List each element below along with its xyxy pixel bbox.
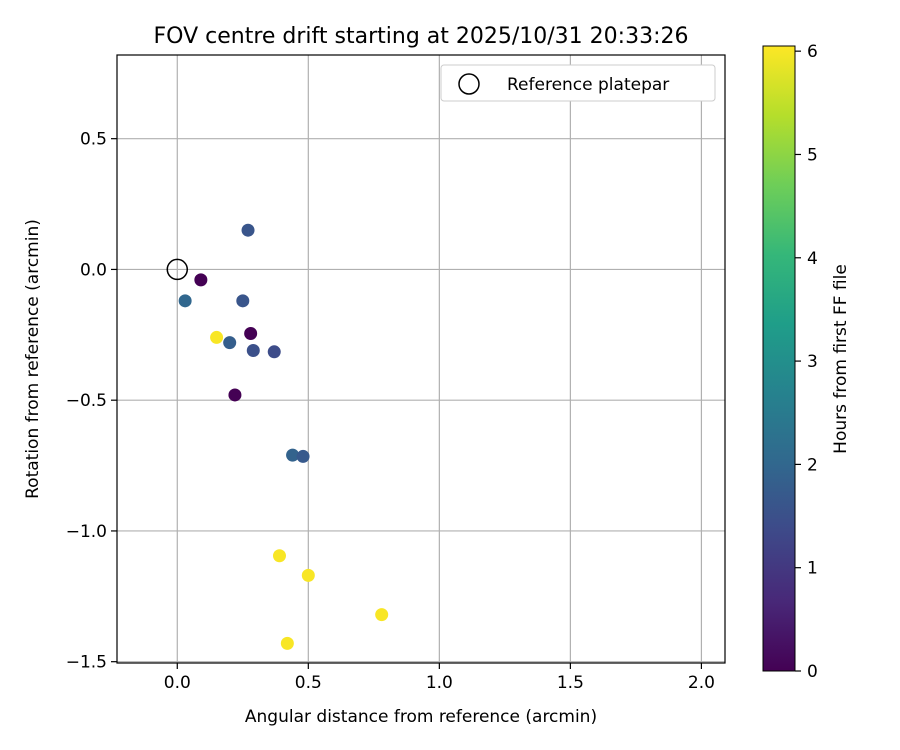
data-point <box>375 608 389 622</box>
x-tick-label: 1.5 <box>557 673 584 693</box>
data-point <box>178 294 192 308</box>
data-point <box>267 345 281 359</box>
data-point <box>244 327 258 341</box>
chart-title: FOV centre drift starting at 2025/10/31 … <box>154 24 689 49</box>
colorbar-ticks: 0 1 2 3 4 5 6 <box>795 42 818 682</box>
colorbar-tick-label: 6 <box>807 42 818 62</box>
y-tick-label: −1.0 <box>66 522 107 542</box>
legend-label-reference-platepar: Reference platepar <box>507 75 669 95</box>
colorbar-tick-label: 5 <box>807 145 818 165</box>
colorbar-tick-label: 4 <box>807 249 818 269</box>
colorbar: 0 1 2 3 4 5 6 Hours from first FF file <box>762 42 851 682</box>
x-tick-label: 2.0 <box>688 673 715 693</box>
data-points <box>166 223 389 650</box>
data-point <box>223 336 237 350</box>
data-point <box>286 448 300 462</box>
data-point <box>228 388 242 402</box>
colorbar-tick-label: 3 <box>807 352 818 372</box>
data-point <box>241 223 255 237</box>
x-tick-label: 0.0 <box>164 673 191 693</box>
reference-platepar-marker-icon <box>458 73 480 95</box>
data-point <box>246 344 260 358</box>
legend-box <box>440 64 716 102</box>
x-tick-label: 0.5 <box>295 673 322 693</box>
colorbar-tick-label: 1 <box>807 559 818 579</box>
y-axis-ticks: 0.5 0.0 −0.5 −1.0 −1.5 <box>66 130 117 673</box>
reference-platepar-point <box>166 258 189 281</box>
x-axis-ticks: 0.0 0.5 1.0 1.5 2.0 <box>164 663 715 693</box>
data-point <box>236 294 250 308</box>
y-tick-label: 0.5 <box>80 130 107 150</box>
x-axis-label: Angular distance from reference (arcmin) <box>245 707 597 727</box>
data-point <box>296 449 310 463</box>
y-axis-label: Rotation from reference (arcmin) <box>23 219 43 499</box>
y-tick-label: −0.5 <box>66 391 107 411</box>
grid <box>117 55 725 663</box>
plot-area <box>117 55 725 663</box>
colorbar-tick-label: 0 <box>807 662 818 682</box>
y-tick-label: −1.5 <box>66 653 107 673</box>
data-point <box>301 568 315 582</box>
data-point <box>272 549 286 563</box>
colorbar-tick-label: 2 <box>807 455 818 475</box>
data-point <box>280 636 294 650</box>
legend: Reference platepar <box>440 64 716 102</box>
colorbar-gradient <box>762 45 796 672</box>
data-point <box>194 273 208 287</box>
colorbar-label: Hours from first FF file <box>831 264 851 454</box>
x-tick-label: 1.0 <box>426 673 453 693</box>
data-point <box>210 330 224 344</box>
plot-frame <box>116 54 726 664</box>
y-tick-label: 0.0 <box>80 260 107 280</box>
